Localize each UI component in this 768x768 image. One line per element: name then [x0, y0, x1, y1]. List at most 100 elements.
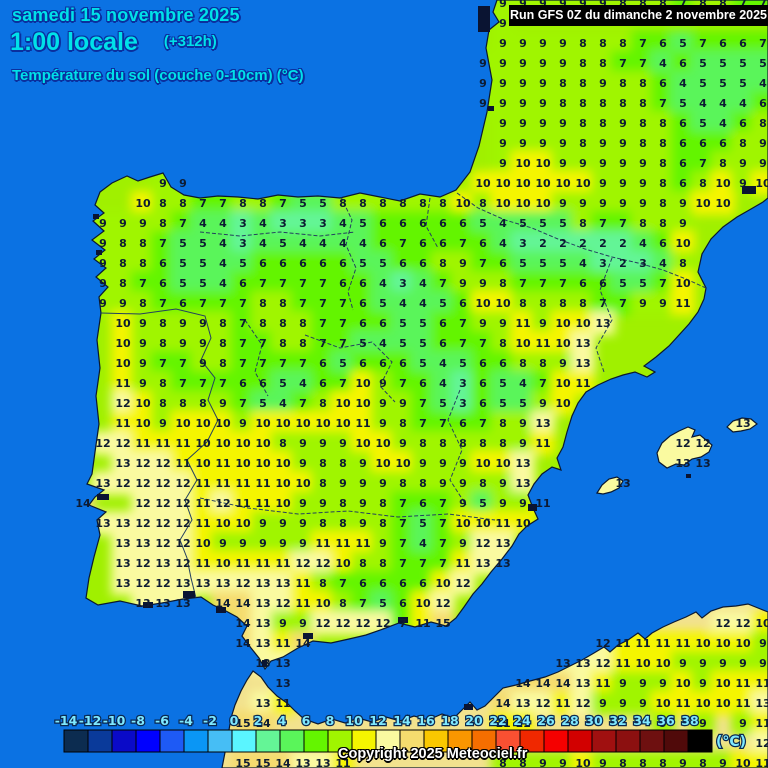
svg-text:7: 7: [199, 377, 207, 390]
svg-text:7: 7: [259, 337, 267, 350]
svg-text:5: 5: [259, 397, 267, 410]
svg-text:6: 6: [359, 357, 367, 370]
svg-text:11: 11: [515, 317, 530, 330]
svg-text:7: 7: [179, 217, 187, 230]
svg-text:12: 12: [355, 617, 370, 630]
scale-tick-label: -12: [79, 713, 102, 728]
svg-text:9: 9: [299, 457, 307, 470]
svg-text:8: 8: [159, 337, 167, 350]
svg-text:10: 10: [195, 417, 211, 430]
svg-text:6: 6: [479, 237, 487, 250]
svg-text:9: 9: [619, 177, 627, 190]
svg-text:5: 5: [699, 77, 707, 90]
svg-text:10: 10: [355, 437, 371, 450]
svg-text:11: 11: [755, 757, 768, 768]
svg-text:11: 11: [535, 437, 550, 450]
svg-text:5: 5: [499, 377, 507, 390]
svg-text:13: 13: [595, 317, 610, 330]
svg-text:14: 14: [555, 677, 571, 690]
svg-text:6: 6: [679, 57, 687, 70]
svg-text:8: 8: [359, 197, 367, 210]
svg-text:6: 6: [419, 237, 427, 250]
svg-text:9: 9: [139, 317, 147, 330]
svg-text:8: 8: [659, 137, 667, 150]
svg-text:9: 9: [579, 157, 587, 170]
svg-text:13: 13: [195, 577, 210, 590]
svg-text:8: 8: [119, 237, 127, 250]
svg-text:4: 4: [719, 117, 727, 130]
svg-text:10: 10: [275, 477, 291, 490]
svg-text:7: 7: [239, 317, 247, 330]
svg-text:9: 9: [499, 317, 507, 330]
svg-text:13: 13: [315, 757, 330, 768]
svg-text:10: 10: [675, 277, 691, 290]
svg-text:10: 10: [675, 237, 691, 250]
svg-text:12: 12: [175, 517, 190, 530]
svg-text:9: 9: [459, 537, 467, 550]
svg-text:10: 10: [195, 537, 211, 550]
svg-text:12: 12: [755, 737, 768, 750]
svg-text:4: 4: [419, 537, 427, 550]
svg-text:8: 8: [339, 197, 347, 210]
svg-text:2: 2: [539, 237, 547, 250]
scale-tick-label: 34: [633, 713, 651, 728]
svg-text:14: 14: [295, 637, 311, 650]
svg-text:7: 7: [519, 277, 527, 290]
svg-text:8: 8: [539, 357, 547, 370]
svg-text:8: 8: [759, 117, 767, 130]
svg-text:13: 13: [475, 557, 490, 570]
svg-text:10: 10: [575, 317, 591, 330]
svg-text:8: 8: [379, 197, 387, 210]
svg-text:12: 12: [675, 437, 690, 450]
svg-text:10: 10: [435, 577, 451, 590]
svg-text:13: 13: [295, 757, 310, 768]
scale-tick-label: 8: [326, 713, 335, 728]
svg-text:8: 8: [639, 217, 647, 230]
svg-text:10: 10: [455, 517, 471, 530]
svg-text:9: 9: [399, 437, 407, 450]
svg-text:8: 8: [379, 497, 387, 510]
svg-text:11: 11: [535, 497, 550, 510]
svg-text:7: 7: [399, 617, 407, 630]
svg-text:10: 10: [475, 297, 491, 310]
svg-text:12: 12: [215, 497, 230, 510]
scale-tick-label: 36: [657, 713, 675, 728]
svg-text:8: 8: [599, 117, 607, 130]
svg-text:9: 9: [679, 197, 687, 210]
svg-text:7: 7: [479, 257, 487, 270]
svg-text:10: 10: [295, 477, 311, 490]
svg-text:7: 7: [299, 357, 307, 370]
svg-text:10: 10: [715, 197, 731, 210]
svg-text:9: 9: [519, 117, 527, 130]
svg-text:10: 10: [555, 317, 571, 330]
svg-text:9: 9: [479, 277, 487, 290]
svg-text:10: 10: [395, 457, 411, 470]
svg-text:8: 8: [159, 317, 167, 330]
svg-text:8: 8: [659, 757, 667, 768]
svg-text:3: 3: [459, 397, 467, 410]
svg-text:9: 9: [219, 397, 227, 410]
svg-text:7: 7: [319, 277, 327, 290]
svg-text:9: 9: [119, 217, 127, 230]
svg-text:10: 10: [135, 197, 151, 210]
svg-text:9: 9: [379, 537, 387, 550]
svg-text:10: 10: [715, 637, 731, 650]
svg-text:10: 10: [515, 157, 531, 170]
svg-text:9: 9: [579, 197, 587, 210]
svg-text:5: 5: [419, 357, 427, 370]
svg-text:3: 3: [459, 377, 467, 390]
svg-text:8: 8: [419, 437, 427, 450]
svg-text:6: 6: [359, 577, 367, 590]
svg-text:8: 8: [459, 437, 467, 450]
svg-text:9: 9: [139, 357, 147, 370]
svg-text:9: 9: [519, 37, 527, 50]
svg-text:7: 7: [219, 297, 227, 310]
svg-text:7: 7: [659, 97, 667, 110]
svg-text:9: 9: [359, 517, 367, 530]
svg-text:11: 11: [755, 717, 768, 730]
svg-text:9: 9: [239, 417, 247, 430]
svg-text:5: 5: [359, 337, 367, 350]
svg-text:9: 9: [379, 477, 387, 490]
